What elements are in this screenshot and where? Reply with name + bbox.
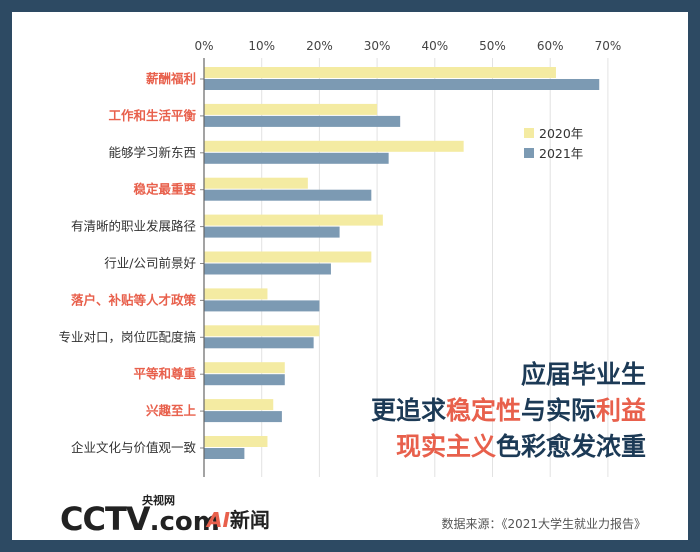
bar-2021 [204,374,285,386]
category-label: 兴趣至上 [146,403,197,418]
bar-2020 [204,288,268,300]
headline-highlight: 稳定性 [445,396,521,425]
bar-2021 [204,152,389,164]
x-tick-label: 30% [364,39,391,53]
headline-text: 更追求 [370,396,446,425]
bar-2020 [204,140,464,152]
bar-2020 [204,436,268,447]
x-tick-label: 10% [248,39,275,53]
headline-text: 色彩愈发浓重 [495,432,646,461]
headline-line-2: 更追求稳定性与实际利益 [371,393,646,428]
bar-2021 [204,448,245,459]
chart-card: 0% 10% 20% 30% 40% 50% 60% 70% 薪酬福利工作和生活平衡 能够学习新东… [12,12,688,540]
x-tick-label: 70% [595,39,622,53]
headline-highlight: 利益 [595,396,646,425]
ai-news-logo: AI新闻 [207,504,270,533]
x-tick-label: 60% [537,39,564,53]
x-tick-label: 50% [479,39,506,53]
bar-2021 [204,263,331,275]
bar-2021 [204,189,372,201]
bar-2020 [204,251,372,263]
bar-2020 [204,67,556,78]
x-tick-label: 40% [421,39,448,53]
cctv-logo: CCTV.com 央视网 [60,494,220,538]
category-label: 专业对口，岗位匹配度搞 [58,329,196,344]
ai-news-logo-text: 新闻 [229,508,270,532]
category-label: 落户、补贴等人才政策 [71,292,197,307]
bar-2021 [204,79,600,90]
headline-text: 应届毕业生 [520,360,646,389]
category-label: 工作和生活平衡 [108,108,196,123]
legend-swatch [524,148,534,158]
category-label: 薪酬福利 [146,71,196,86]
category-label: 行业/公司前景好 [104,256,196,271]
bar-2021 [204,411,282,423]
bar-2021 [204,115,401,127]
headline-text: 与实际 [520,396,596,425]
bar-2020 [204,399,274,411]
bar-2020 [204,177,308,189]
legend-label: 2020年 [539,126,583,141]
category-label: 能够学习新东西 [108,145,196,160]
bar-2021 [204,337,314,349]
headline-line-1: 应届毕业生 [521,357,646,392]
bar-2021 [204,226,340,238]
bar-2020 [204,214,383,226]
headline-line-3: 现实主义色彩愈发浓重 [396,429,646,464]
bar-2020 [204,103,378,115]
x-tick-label: 0% [194,39,213,53]
cctv-logo-text: CCTV [60,500,151,538]
data-source: 数据来源：《2021大学生就业力报告》 [441,517,646,531]
bar-chart: 0% 10% 20% 30% 40% 50% 60% 70% 薪酬福利工作和生活平衡能够学习新东… [58,39,622,477]
cctv-logo-com: .com [149,507,220,537]
legend-label: 2021年 [539,146,583,161]
bar-2020 [204,325,320,337]
bar-2020 [204,362,285,374]
category-label: 稳定最重要 [133,182,196,197]
category-label: 平等和尊重 [133,366,196,381]
cctv-logo-cn: 央视网 [142,494,175,507]
category-label: 企业文化与价值观一致 [71,440,197,455]
x-tick-label: 20% [306,39,333,53]
headline-highlight: 现实主义 [395,432,496,461]
bar-2021 [204,300,320,312]
legend-swatch [524,128,534,138]
ai-news-logo-mark: AI [207,508,230,532]
category-label: 有清晰的职业发展路径 [71,219,196,234]
